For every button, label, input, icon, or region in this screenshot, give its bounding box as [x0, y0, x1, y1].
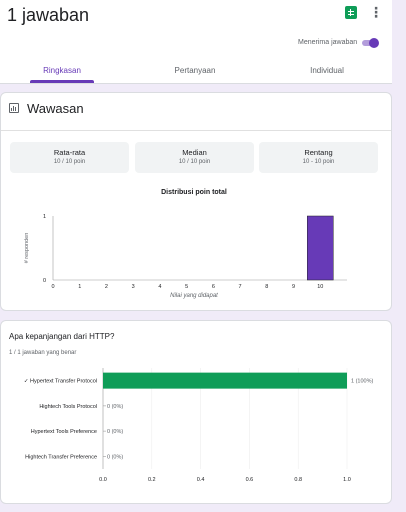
answer-value-label: 0 (0%) — [107, 454, 123, 460]
x-tick-label: 3 — [132, 284, 135, 290]
answer-value-label: 1 (100%) — [351, 379, 373, 385]
answer-bar — [103, 372, 347, 389]
summary-header: 1 jawaban ⋮ Menerima jawaban Ringkasan P… — [0, 0, 392, 84]
active-tab-indicator — [30, 80, 94, 83]
points-distribution-chart: Distribusi poin total # responden Nilai … — [24, 189, 347, 299]
x-tick-label: 0.4 — [197, 477, 205, 483]
stat-average: Rata-rata 10 / 10 poin — [10, 142, 129, 173]
stat-label: Rentang — [304, 148, 333, 157]
y-tick-label: 0 — [43, 278, 46, 284]
tab-summary[interactable]: Ringkasan — [43, 66, 81, 75]
stat-median: Median 10 / 10 poin — [135, 142, 254, 173]
x-tick-label: 4 — [158, 284, 161, 290]
divider — [1, 130, 391, 131]
answer-option-label: Hightech Transfer Preference — [25, 454, 97, 460]
x-tick-label: 5 — [185, 284, 188, 290]
x-tick-label: 1.0 — [343, 477, 351, 483]
x-tick-label: 10 — [317, 284, 323, 290]
toggle-thumb — [369, 38, 379, 48]
x-tick-label: 8 — [265, 284, 268, 290]
x-tick-label: 0.2 — [148, 477, 156, 483]
stat-value: 10 / 10 poin — [178, 159, 211, 165]
more-vert-icon[interactable]: ⋮ — [369, 4, 383, 20]
answer-value-label: 0 (0%) — [107, 404, 123, 410]
stat-label: Rata-rata — [53, 148, 86, 157]
insights-chart-icon — [9, 103, 19, 113]
correct-summary: 1 / 1 jawaban yang benar — [9, 350, 76, 356]
answer-option-label: Hightech Tools Protocol — [39, 404, 97, 410]
accepting-responses-toggle[interactable] — [360, 38, 380, 48]
question-card — [0, 320, 392, 504]
y-axis-label: # responden — [24, 233, 30, 264]
question-title: Apa kepanjangan dari HTTP? — [9, 332, 115, 341]
tab-individual[interactable]: Individual — [310, 66, 344, 75]
answer-distribution-chart: Apa kepanjangan dari HTTP? 1 / 1 jawaban… — [9, 332, 373, 483]
x-tick-label: 7 — [239, 284, 242, 290]
x-tick-label: 1 — [78, 284, 81, 290]
stat-label: Median — [182, 148, 207, 157]
accepting-responses-label: Menerima jawaban — [298, 39, 358, 46]
x-tick-label: 9 — [292, 284, 295, 290]
response-count-title: 1 jawaban — [7, 5, 90, 25]
x-tick-label: 0.0 — [99, 477, 107, 483]
chart-title: Distribusi poin total — [161, 189, 227, 196]
tab-questions[interactable]: Pertanyaan — [174, 66, 216, 75]
x-tick-label: 0.8 — [294, 477, 302, 483]
y-tick-label: 1 — [43, 214, 46, 220]
insights-title: Wawasan — [27, 101, 84, 116]
x-tick-label: 0.6 — [246, 477, 254, 483]
google-sheets-icon[interactable] — [345, 6, 357, 19]
answer-option-label: Hypertext Tools Preference — [31, 429, 97, 435]
x-tick-label: 2 — [105, 284, 108, 290]
stat-value: 10 / 10 poin — [53, 159, 86, 165]
answer-value-label: 0 (0%) — [107, 429, 123, 435]
stat-range: Rentang 10 - 10 poin — [259, 142, 378, 173]
stat-value: 10 - 10 poin — [302, 159, 335, 165]
x-tick-label: 6 — [212, 284, 215, 290]
x-axis-label: Nilai yang didapat — [170, 293, 218, 299]
answer-option-label: ✓ Hypertext Transfer Protocol — [24, 379, 97, 385]
x-tick-label: 0 — [51, 284, 54, 290]
distribution-bar — [307, 215, 334, 281]
